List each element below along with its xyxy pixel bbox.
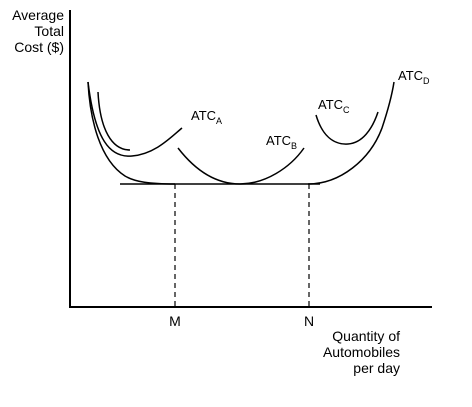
x-axis-label-line-1: Quantity of	[332, 328, 400, 344]
x-axis-label-line-3: per day	[353, 360, 400, 376]
label-atc-a: ATCA	[191, 108, 222, 126]
curve-atc-c	[315, 111, 379, 145]
x-axis-label-line-2: Automobiles	[323, 344, 400, 360]
label-atc-b: ATCB	[266, 133, 297, 151]
y-axis-label-line-3: Cost ($)	[14, 39, 64, 55]
curve-atc-d	[307, 81, 395, 185]
y-axis-label-line-1: Average	[12, 7, 64, 23]
y-axis-label-line-2: Total	[34, 23, 64, 39]
x-tick-n: N	[304, 313, 314, 329]
x-tick-m: M	[169, 313, 181, 329]
curve-atc-a	[87, 81, 183, 157]
curve-atc-b	[177, 147, 305, 185]
label-atc-d: ATCD	[398, 68, 430, 86]
curve-atc-a-inner	[97, 91, 131, 151]
label-atc-c: ATCC	[318, 97, 350, 115]
curve-left-descent	[87, 81, 176, 185]
